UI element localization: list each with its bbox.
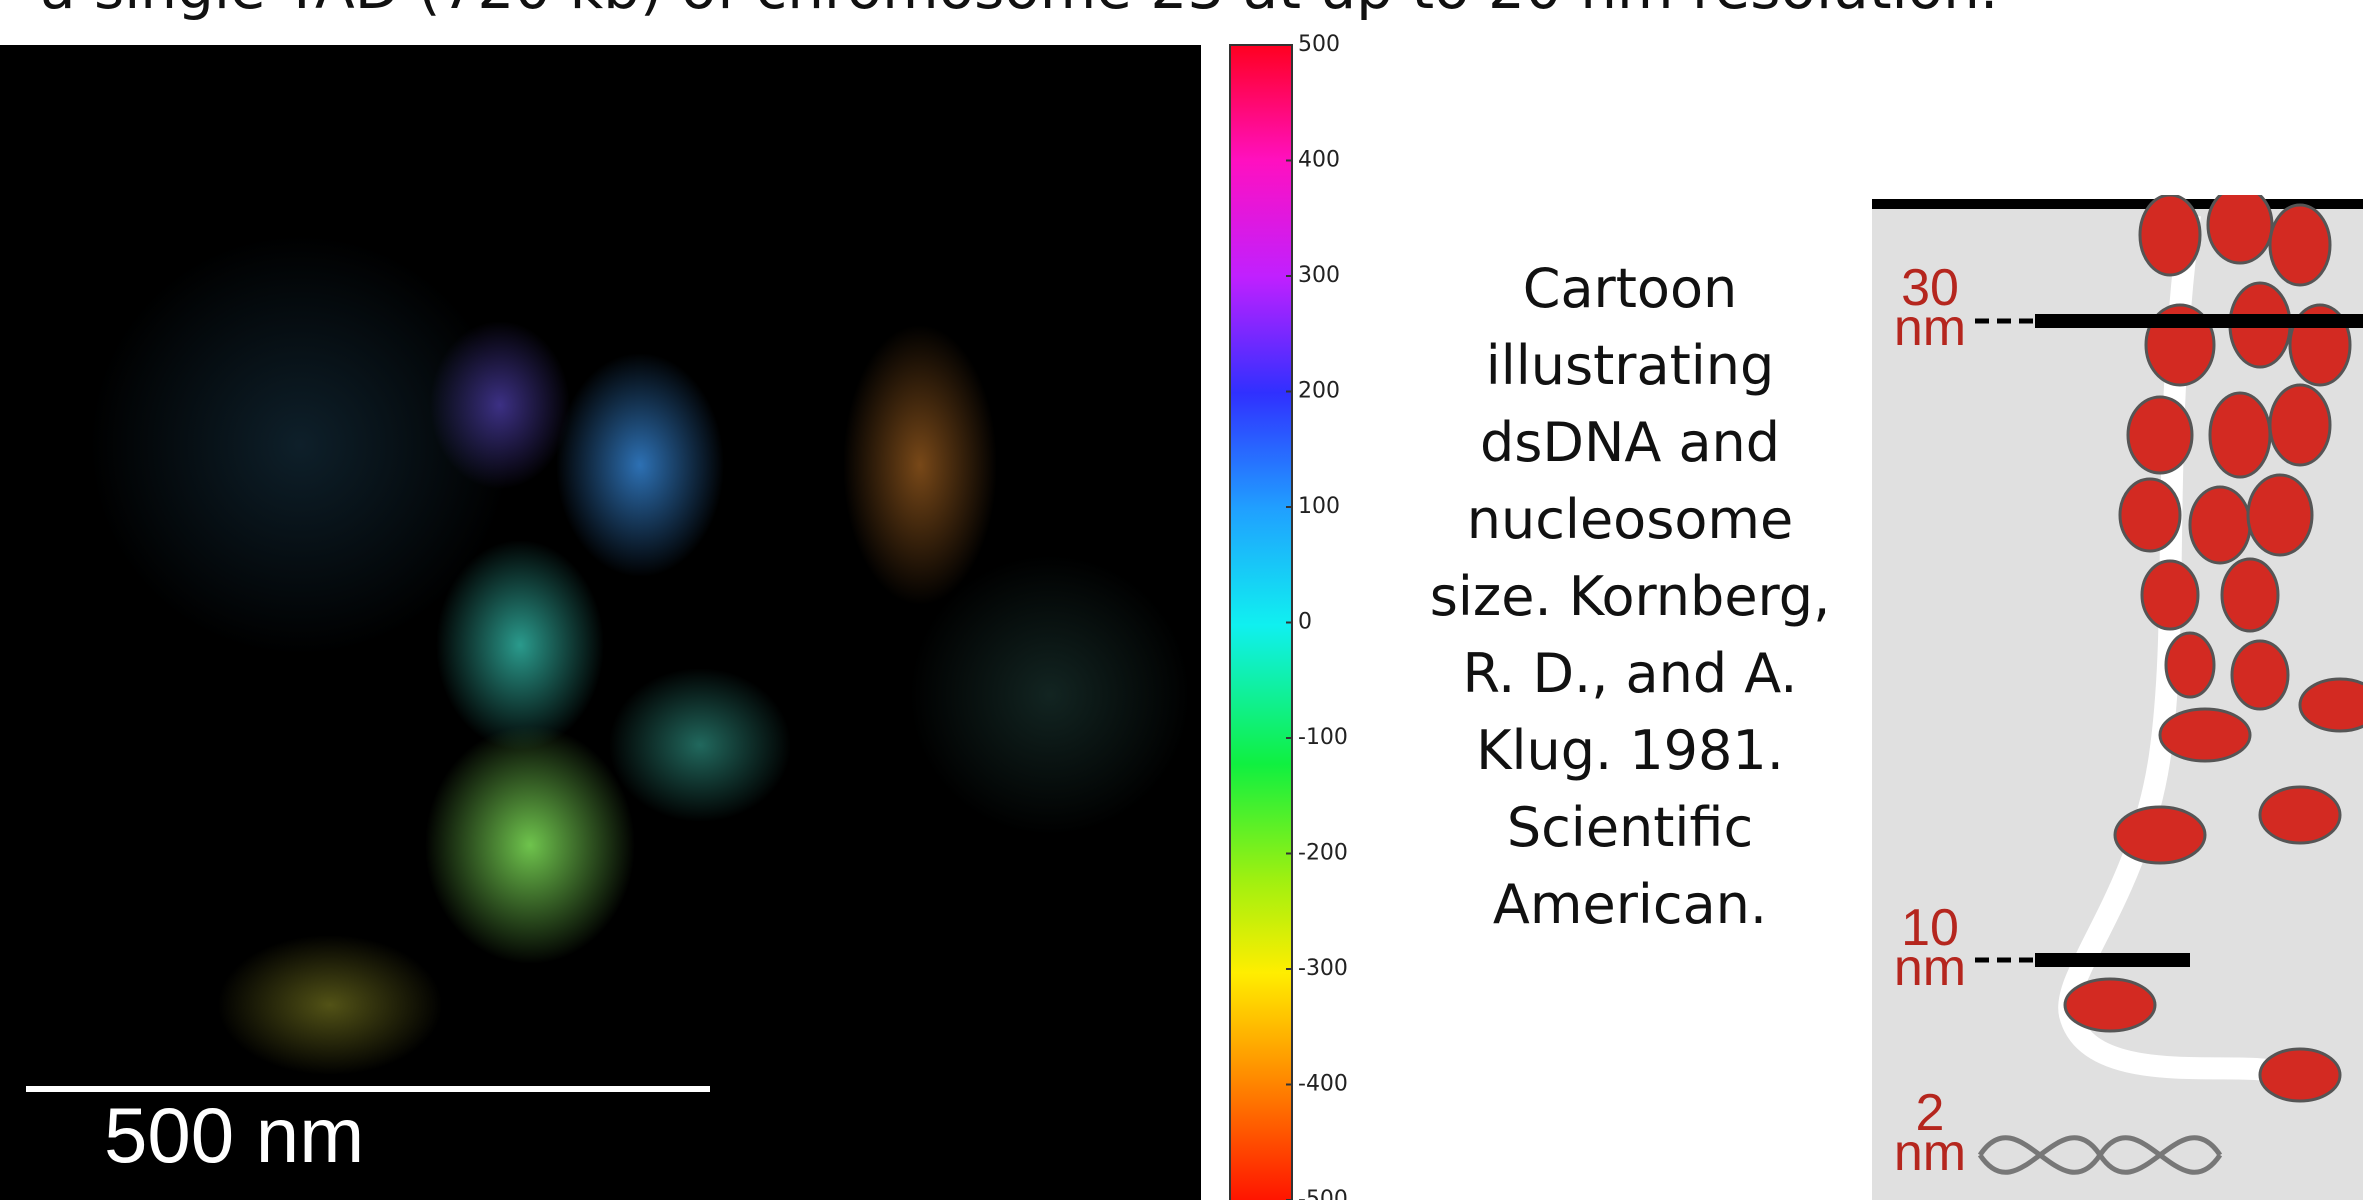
page: html, body { margin: 0; padding: 0; } bo… bbox=[0, 0, 2363, 1200]
label-unit: nm bbox=[1894, 299, 1966, 357]
colorbar-tick-label: 400 bbox=[1298, 148, 1340, 173]
colorbar-tick-label: 100 bbox=[1298, 494, 1340, 519]
colorbar-tick-label: -300 bbox=[1298, 956, 1348, 981]
colorbar-tick-label: 300 bbox=[1298, 263, 1340, 288]
colorbar-tick-label: -100 bbox=[1298, 725, 1348, 750]
slide: {"header": {"text": "a single TAD (720 k… bbox=[0, 0, 2363, 1200]
colorbar-scale bbox=[1230, 45, 1292, 1200]
colorbar-tick-label: 500 bbox=[1298, 32, 1340, 57]
colorbar-tick-label: 0 bbox=[1298, 610, 1312, 635]
scale-label: 500 nm bbox=[104, 1090, 364, 1181]
microscopy-image bbox=[0, 45, 1201, 1200]
colorbar: 500 400 300 200 100 0 -100 -200 -300 -400 -500 bbox=[1200, 0, 1350, 1200]
label-unit: nm bbox=[1894, 939, 1966, 997]
caption: Cartoon illustrating dsDNA and nucleosom… bbox=[1420, 250, 1840, 943]
colorbar-tick-label: -400 bbox=[1298, 1072, 1348, 1097]
colorbar-tick-label: -500 bbox=[1298, 1187, 1348, 1200]
label-unit: nm bbox=[1894, 1124, 1966, 1182]
headline: a single TAD (720 kb) of chromosome 23 a… bbox=[40, 0, 1998, 22]
cartoon: 30 nm 10 nm 2 nm bbox=[1860, 195, 2363, 1200]
colorbar-tick-label: -200 bbox=[1298, 841, 1348, 866]
colorbar-tick-label: 200 bbox=[1298, 379, 1340, 404]
colorbar-ticks: 500 400 300 200 100 0 -100 -200 -300 -400 -500 bbox=[1286, 32, 1348, 1200]
